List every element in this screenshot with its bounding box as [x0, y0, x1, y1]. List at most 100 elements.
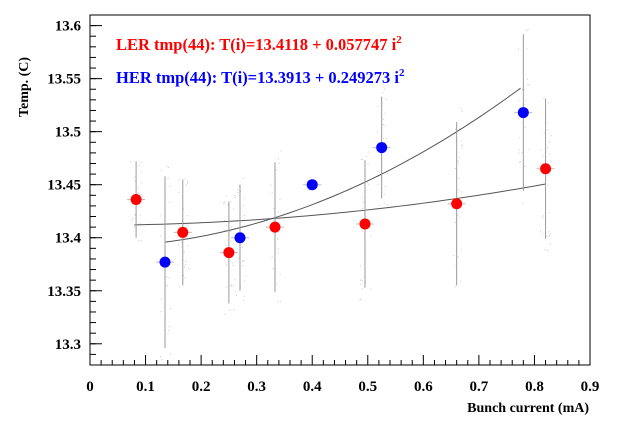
- raw-measurement-dot: [518, 48, 520, 50]
- plot-frame: [89, 14, 591, 366]
- raw-measurement-dot: [522, 202, 524, 204]
- raw-measurement-dot: [384, 112, 386, 114]
- raw-measurement-dot: [140, 171, 142, 173]
- raw-measurement-dot: [271, 256, 273, 258]
- raw-measurement-dot: [382, 124, 384, 126]
- raw-measurement-dot: [228, 309, 230, 311]
- raw-measurement-dot: [521, 152, 523, 154]
- raw-measurement-dot: [160, 215, 162, 217]
- y-tick-label: 13.6: [55, 19, 82, 35]
- fit-curve: [164, 87, 521, 243]
- raw-measurement-dot: [183, 251, 185, 253]
- y-tick-label: 13.4: [55, 231, 82, 247]
- raw-measurement-dot: [367, 163, 369, 165]
- raw-measurement-dot: [185, 261, 187, 263]
- raw-measurement-dot: [242, 260, 244, 262]
- raw-measurement-dot: [186, 184, 188, 186]
- x-tick-label: 0: [86, 379, 94, 395]
- raw-measurement-dot: [223, 202, 225, 204]
- raw-measurement-dot: [233, 309, 235, 311]
- raw-measurement-dot: [244, 295, 246, 297]
- raw-measurement-dot: [386, 137, 388, 139]
- raw-measurement-dot: [139, 214, 141, 216]
- x-tick-label: 0.6: [414, 379, 433, 395]
- x-tick-label: 0.7: [470, 379, 489, 395]
- raw-measurement-dot: [550, 243, 552, 245]
- raw-measurement-dot: [273, 208, 275, 210]
- raw-measurement-dot: [226, 224, 228, 226]
- raw-measurement-dot: [188, 268, 190, 270]
- raw-measurement-dot: [550, 135, 552, 137]
- raw-measurement-dot: [160, 311, 162, 313]
- raw-measurement-dot: [235, 294, 237, 296]
- raw-measurement-dot: [458, 177, 460, 179]
- raw-measurement-dot: [384, 141, 386, 143]
- raw-measurement-dot: [187, 180, 189, 182]
- raw-measurement-dot: [170, 308, 172, 310]
- raw-measurement-dot: [168, 277, 170, 279]
- raw-measurement-dot: [138, 240, 140, 242]
- raw-measurement-dot: [279, 199, 281, 201]
- raw-measurement-dot: [543, 98, 545, 100]
- raw-measurement-dot: [362, 201, 364, 203]
- raw-measurement-dot: [243, 197, 245, 199]
- raw-measurement-dot: [134, 180, 136, 182]
- raw-measurement-dot: [272, 220, 274, 222]
- raw-measurement-dot: [277, 239, 279, 241]
- data-point: [540, 163, 552, 175]
- raw-measurement-dot: [272, 268, 274, 270]
- raw-measurement-dot: [223, 219, 225, 221]
- raw-measurement-dot: [225, 244, 227, 246]
- raw-measurement-dot: [362, 159, 364, 161]
- data-point: [177, 226, 189, 238]
- raw-measurement-dot: [459, 281, 461, 283]
- y-tick-label: 13.55: [47, 72, 81, 88]
- raw-measurement-dot: [271, 192, 273, 194]
- raw-measurement-dot: [230, 284, 232, 286]
- fit-curves: [134, 87, 546, 243]
- raw-measurement-dot: [276, 283, 278, 285]
- raw-measurement-dot: [234, 279, 236, 281]
- raw-measurement-dot: [455, 286, 457, 288]
- raw-measurement-dot: [387, 204, 389, 206]
- raw-measurement-dot: [379, 205, 381, 207]
- raw-measurement-dot: [548, 231, 550, 233]
- raw-measurement-dot: [242, 265, 244, 267]
- raw-measurement-dot: [383, 193, 385, 195]
- raw-measurement-dot: [548, 141, 550, 143]
- raw-measurement-dot: [454, 167, 456, 169]
- raw-measurement-dot: [370, 235, 372, 237]
- raw-measurement-dot: [382, 92, 384, 94]
- raw-measurement-dot: [377, 131, 379, 133]
- raw-measurement-dot: [187, 182, 189, 184]
- raw-measurement-dot: [280, 150, 282, 152]
- raw-measurement-dot: [167, 285, 169, 287]
- x-tick-label: 0.8: [525, 379, 544, 395]
- raw-measurement-dot: [458, 162, 460, 164]
- x-tick-label: 0.5: [358, 379, 377, 395]
- raw-measurement-dot: [548, 235, 550, 237]
- raw-measurement-dot: [241, 246, 243, 248]
- raw-measurement-dot: [170, 353, 172, 355]
- raw-measurement-dot: [160, 356, 162, 358]
- raw-measurement-dot: [360, 265, 362, 267]
- raw-measurement-dot: [547, 129, 549, 131]
- y-tick-label: 13.5: [55, 125, 81, 141]
- raw-measurement-dot: [546, 250, 548, 252]
- x-tick-label: 0.2: [192, 379, 211, 395]
- raw-measurement-dot: [383, 118, 385, 120]
- raw-measurement-dot: [542, 155, 544, 157]
- raw-measurement-dot: [169, 185, 171, 187]
- raw-measurement-dot: [359, 279, 361, 281]
- raw-measurement-dot: [524, 165, 526, 167]
- raw-measurement-dot: [227, 204, 229, 206]
- raw-measurement-dot: [237, 189, 239, 191]
- raw-measurement-dot: [279, 273, 281, 275]
- raw-measurement-dot: [134, 176, 136, 178]
- raw-measurement-dot: [160, 169, 162, 171]
- raw-measurement-dot: [242, 177, 244, 179]
- raw-measurement-dot: [541, 217, 543, 219]
- raw-measurement-dot: [233, 284, 235, 286]
- raw-measurement-dot: [280, 300, 282, 302]
- raw-measurement-dot: [547, 101, 549, 103]
